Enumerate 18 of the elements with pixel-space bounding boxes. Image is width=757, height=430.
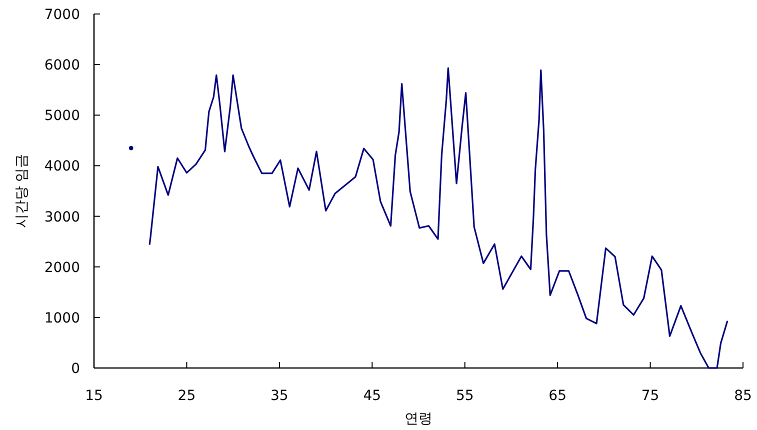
y-axis-title: 시간당 임금 bbox=[14, 154, 30, 228]
x-axis-title: 연령 bbox=[404, 411, 432, 427]
y-tick-label: 0 bbox=[71, 361, 80, 377]
x-tick-label: 35 bbox=[270, 388, 288, 404]
y-tick-label: 5000 bbox=[44, 108, 80, 124]
x-tick-label: 15 bbox=[85, 388, 103, 404]
x-tick-label: 65 bbox=[548, 388, 566, 404]
y-tick-label: 4000 bbox=[44, 158, 80, 175]
y-tick-label: 3000 bbox=[44, 209, 80, 226]
y-tick-label: 2000 bbox=[44, 260, 80, 276]
x-tick-label: 45 bbox=[363, 388, 382, 404]
y-tick-label: 7000 bbox=[44, 7, 80, 23]
x-tick-label: 55 bbox=[456, 388, 474, 404]
y-tick-label: 6000 bbox=[44, 58, 80, 74]
y-tick-label: 1000 bbox=[44, 310, 80, 326]
x-tick-label: 25 bbox=[178, 388, 196, 404]
x-tick-label: 75 bbox=[641, 388, 660, 404]
x-tick-label: 85 bbox=[734, 388, 752, 404]
